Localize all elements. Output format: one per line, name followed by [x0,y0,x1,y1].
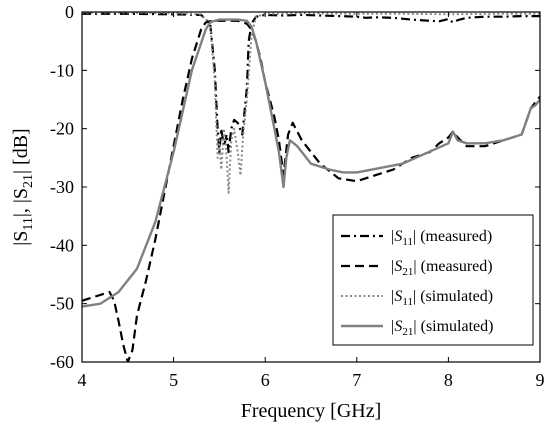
legend-label-1: |S11| (measured) [390,228,492,248]
y-tick-label: -10 [50,60,74,80]
y-tick-label: 0 [65,2,74,22]
x-tick-label: 9 [536,370,545,390]
legend-label-2: |S21| (measured) [390,258,493,278]
x-tick-label: 8 [444,370,453,390]
y-tick-label: -50 [50,294,74,314]
y-axis-label: |S11|, |S21| [dB] [10,128,36,245]
series-line-4 [82,18,540,308]
y-tick-label: -30 [50,177,74,197]
series-line-1 [82,12,540,154]
y-tick-label: -60 [50,352,74,372]
series-line-3 [82,12,540,194]
y-tick-label: -20 [50,119,74,139]
x-tick-label: 4 [78,370,87,390]
x-tick-label: 5 [169,370,178,390]
y-tick-label: -40 [50,235,74,255]
plot-area [82,12,540,362]
axes-ticks: 4 5 6 7 8 9 0 -10 -20 -30 -40 -50 -60 [50,2,545,390]
x-axis-label: Frequency [GHz] [241,400,382,422]
x-tick-label: 6 [261,370,270,390]
x-tick-label: 7 [352,370,361,390]
svg-text:|S11|, |S21| [dB]: |S11|, |S21| [dB] [10,128,36,245]
legend-label-3: |S11| (simulated) [390,288,493,308]
legend-label-4: |S21| (simulated) [390,318,493,338]
legend: |S11| (measured) |S21| (measured) |S11| (s… [332,214,534,346]
